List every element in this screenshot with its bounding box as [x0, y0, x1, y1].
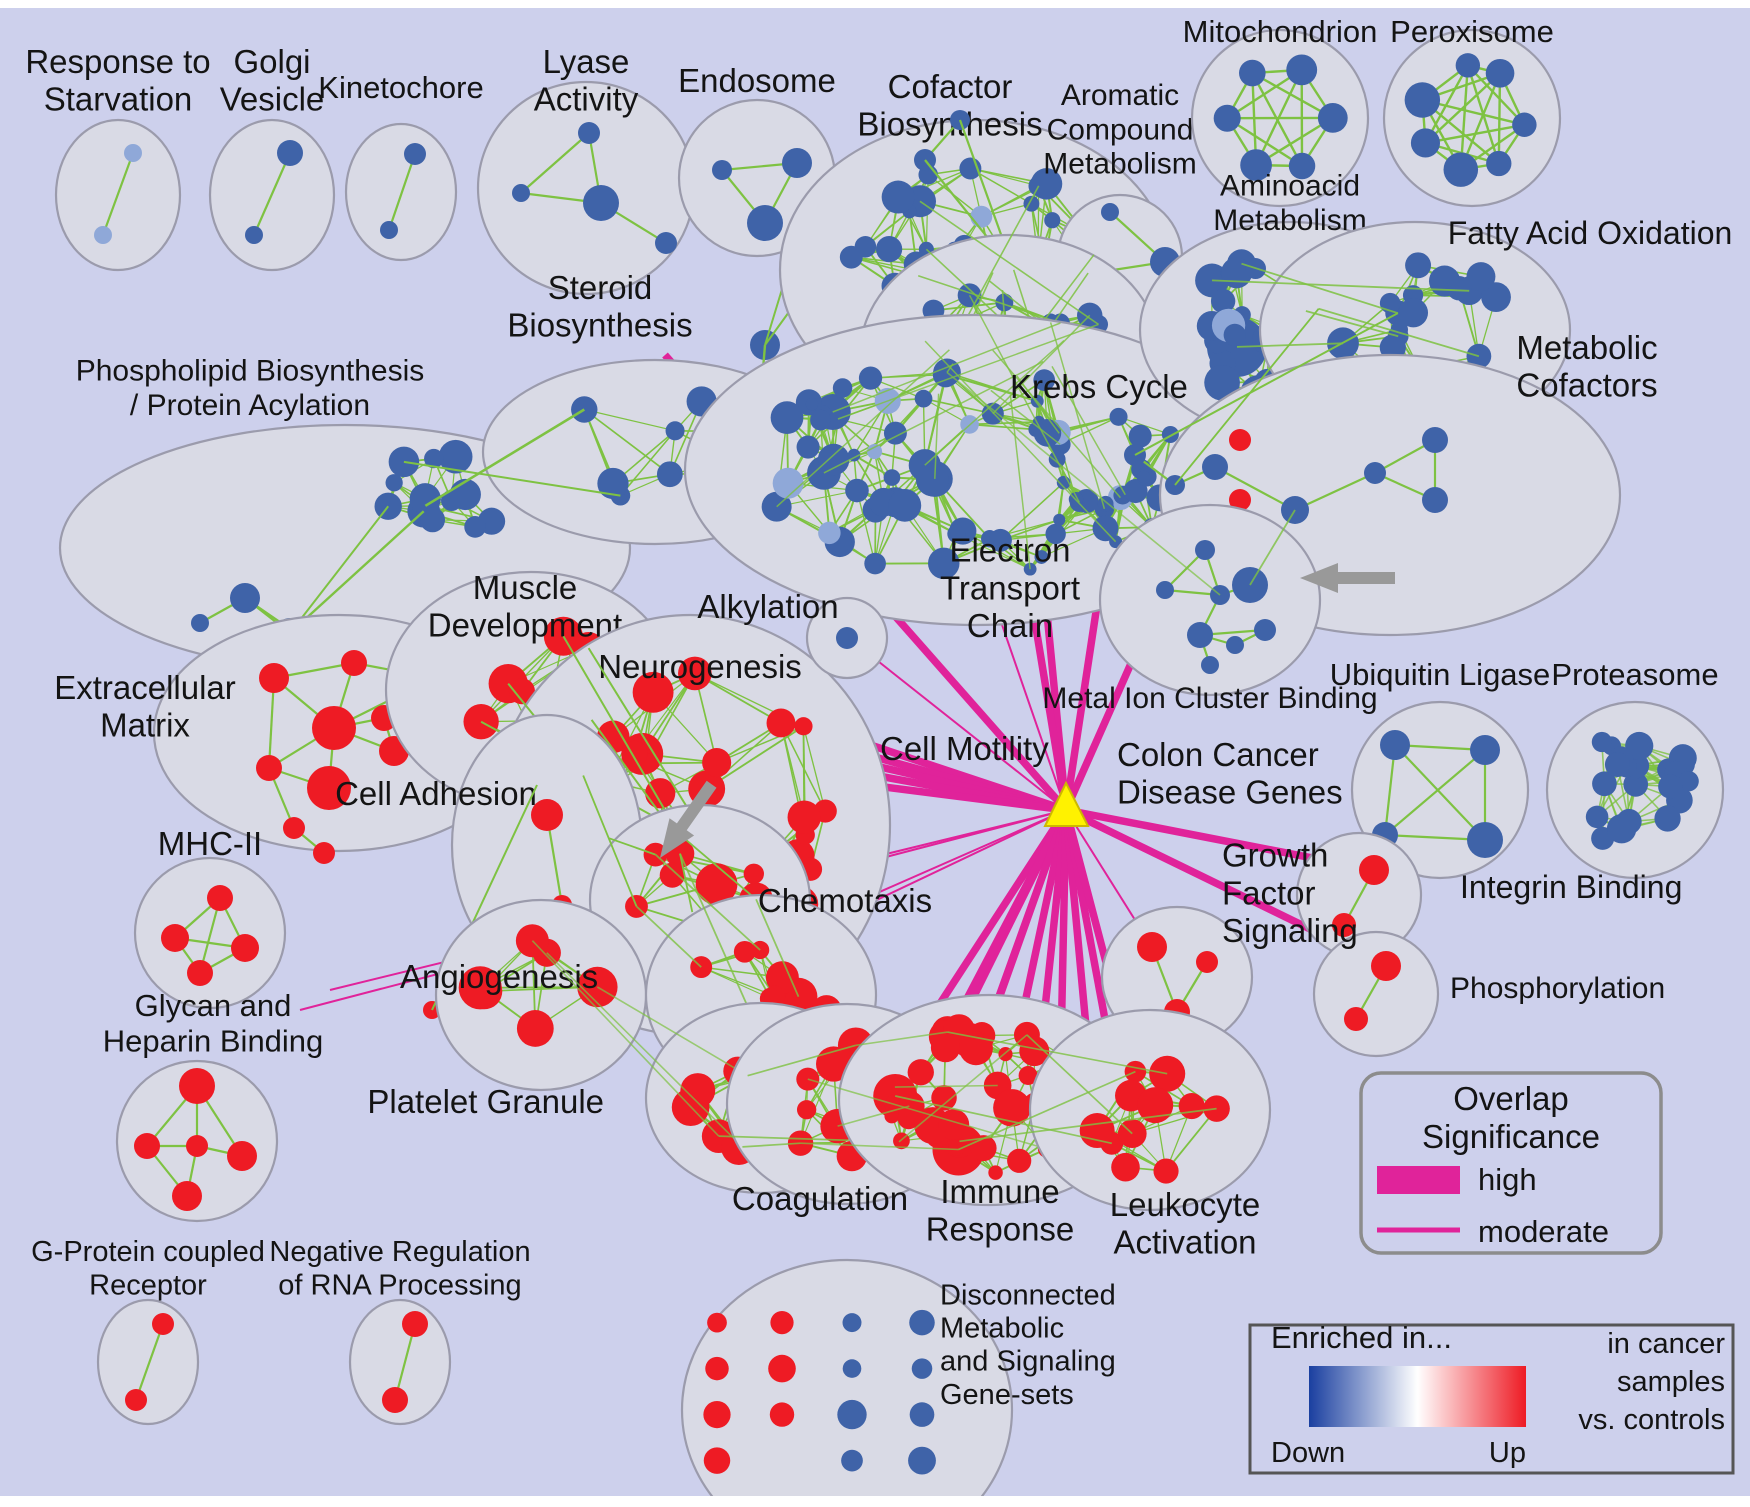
svg-text:Angiogenesis: Angiogenesis [400, 958, 598, 995]
svg-text:Chemotaxis: Chemotaxis [758, 882, 932, 919]
svg-text:Up: Up [1489, 1437, 1526, 1469]
svg-text:Phosphorylation: Phosphorylation [1450, 972, 1665, 1005]
svg-text:Kinetochore: Kinetochore [318, 70, 483, 105]
svg-text:high: high [1478, 1162, 1537, 1197]
svg-text:MHC-II: MHC-II [158, 825, 262, 862]
svg-text:Mitochondrion: Mitochondrion [1183, 14, 1378, 49]
svg-text:in cancer: in cancer [1607, 1328, 1725, 1360]
svg-text:vs. controls: vs. controls [1578, 1404, 1725, 1436]
svg-text:Cell Adhesion: Cell Adhesion [335, 775, 537, 812]
svg-text:Down: Down [1271, 1437, 1345, 1469]
svg-text:Alkylation: Alkylation [697, 588, 838, 625]
svg-text:Ubiquitin Ligase: Ubiquitin Ligase [1330, 657, 1551, 692]
svg-text:Metal Ion Cluster Binding: Metal Ion Cluster Binding [1042, 682, 1377, 715]
svg-text:Peroxisome: Peroxisome [1390, 14, 1554, 49]
svg-text:Enriched in...: Enriched in... [1271, 1320, 1452, 1355]
svg-text:Endosome: Endosome [678, 62, 836, 99]
svg-text:moderate: moderate [1478, 1214, 1609, 1249]
svg-text:Integrin Binding: Integrin Binding [1460, 869, 1682, 905]
svg-text:Krebs Cycle: Krebs Cycle [1010, 368, 1188, 405]
svg-text:Fatty Acid Oxidation: Fatty Acid Oxidation [1448, 215, 1733, 251]
svg-text:samples: samples [1617, 1366, 1725, 1398]
svg-text:Proteasome: Proteasome [1551, 657, 1718, 692]
svg-text:Overlap: Overlap [1453, 1080, 1569, 1117]
svg-text:Coagulation: Coagulation [732, 1180, 908, 1217]
svg-text:Cell Motility: Cell Motility [880, 730, 1049, 767]
svg-text:Significance: Significance [1422, 1118, 1600, 1155]
svg-text:Platelet Granule: Platelet Granule [367, 1083, 604, 1120]
svg-text:Neurogenesis: Neurogenesis [598, 648, 802, 685]
